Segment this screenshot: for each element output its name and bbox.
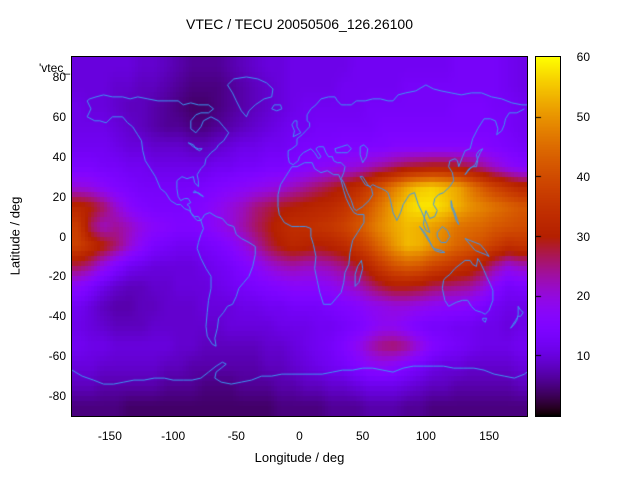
x-tick-label: -150 — [97, 429, 122, 443]
map-frame — [71, 56, 528, 417]
y-tick-label: 60 — [52, 109, 66, 124]
x-axis-label: Longitude / deg — [254, 450, 345, 465]
x-tick-label: -50 — [227, 429, 245, 443]
colorbar-tick-label: 20 — [576, 289, 590, 304]
legend-key-label: 'vtec_ — [39, 61, 70, 75]
colorbar-tick-label: 50 — [576, 109, 590, 124]
colorbar-tick-label: 40 — [576, 169, 590, 184]
y-tick-label: -40 — [48, 309, 66, 324]
y-tick-label: -80 — [48, 389, 66, 404]
colorbar-tick-label: 30 — [576, 229, 590, 244]
heatmap-canvas — [72, 57, 527, 416]
y-tick-label: 0 — [59, 229, 66, 244]
x-tick-label: 150 — [479, 429, 500, 443]
colorbar-tick-label: 60 — [576, 50, 590, 64]
colorbar-tick-label: 10 — [576, 349, 590, 364]
x-tick-label: 0 — [296, 429, 303, 443]
colorbar-canvas — [536, 57, 560, 416]
y-tick-label: 20 — [52, 189, 66, 204]
y-tick-label: -60 — [48, 349, 66, 364]
colorbar-frame — [535, 56, 561, 417]
plot-title: VTEC / TECU 20050506_126.26100 — [185, 16, 413, 32]
x-tick-label: -100 — [161, 429, 186, 443]
y-tick-label: -20 — [48, 269, 66, 284]
x-tick-label: 50 — [356, 429, 370, 443]
y-tick-label: 40 — [52, 149, 66, 164]
y-tick-label: 80 — [52, 69, 66, 84]
x-tick-label: 100 — [415, 429, 436, 443]
